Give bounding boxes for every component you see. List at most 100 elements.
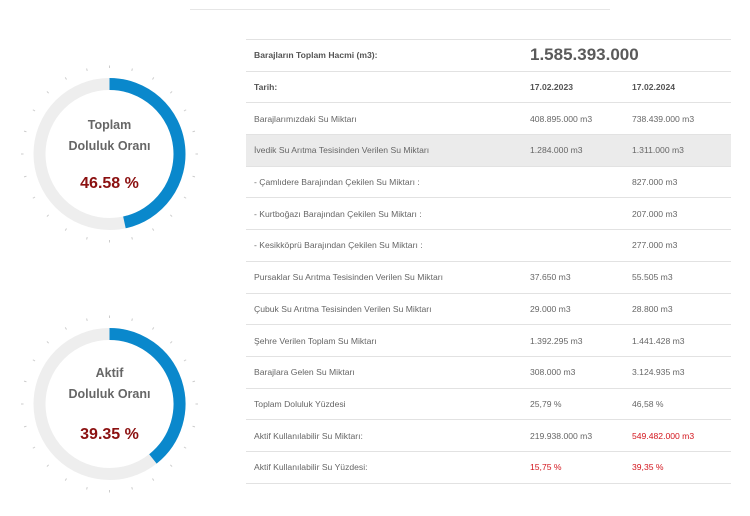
table-row: Aktif Kullanılabilir Su Miktarı: 219.938… (246, 419, 731, 452)
active-fill-gauge: Aktif Doluluk Oranı 39.35 % (18, 307, 201, 502)
total-volume-label: Barajların Toplam Hacmi (m3): (246, 39, 530, 72)
gauge-label-line2: Doluluk Oranı (68, 139, 151, 153)
row-label: - Kurtboğazı Barajından Çekilen Su Mikta… (246, 197, 530, 230)
gauge-tick (183, 359, 187, 362)
table-row: Barajlarımızdaki Su Miktarı 408.895.000 … (246, 102, 731, 135)
gauge-tick (152, 77, 155, 80)
date-label: Tarih: (246, 70, 530, 103)
gauge-fill-arc (109, 328, 186, 464)
gauge-tick (192, 380, 196, 383)
gauge-tick (86, 236, 88, 240)
table-row: Toplam Doluluk Yüzdesi 25,79 % 46,58 % (246, 387, 731, 420)
gauge-tick (64, 77, 67, 80)
row-label: Barajlara Gelen Su Miktarı (246, 355, 530, 389)
gauge-tick (46, 464, 50, 467)
row-label: Aktif Kullanılabilir Su Miktarı: (246, 419, 530, 452)
row-value-2024: 28.800 m3 (632, 292, 731, 325)
date-2024: 17.02.2024 (632, 70, 731, 103)
table-row: Pursaklar Su Arıtma Tesisinden Verilen S… (246, 260, 731, 293)
gauge-tick (131, 318, 133, 322)
gauge-tick (46, 214, 50, 217)
gauge-tick (32, 359, 36, 362)
total-volume-value: 1.585.393.000 (530, 45, 639, 65)
row-label: Toplam Doluluk Yüzdesi (246, 387, 530, 420)
row-value-2023 (530, 197, 632, 230)
row-value-2024: 39,35 % (632, 450, 731, 484)
gauge-tick (23, 425, 27, 428)
gauge-tick (192, 130, 196, 133)
row-value-2023: 308.000 m3 (530, 355, 632, 389)
gauge-fill-arc (109, 78, 186, 229)
row-value-2023: 25,79 % (530, 387, 632, 420)
water-stats-table: Barajların Toplam Hacmi (m3): 1.585.393.… (246, 39, 731, 484)
table-row: Aktif Kullanılabilir Su Yüzdesi: 15,75 %… (246, 450, 731, 484)
gauge-tick (131, 486, 133, 490)
row-value-2024: 46,58 % (632, 387, 731, 420)
row-value-2024: 738.439.000 m3 (632, 102, 731, 135)
table-row: Şehre Verilen Toplam Su Miktarı 1.392.29… (246, 324, 731, 357)
gauge-tick (183, 446, 187, 449)
table-row: - Çamlıdere Barajından Çekilen Su Miktar… (246, 165, 731, 198)
row-value-2023: 15,75 % (530, 450, 632, 484)
gauge-tick (23, 380, 27, 383)
row-value-2023 (530, 229, 632, 262)
gauge-tick (46, 341, 50, 344)
gauge-tick (64, 228, 67, 231)
gauge-tick (86, 486, 88, 490)
gauge-tick (64, 327, 67, 330)
row-value-2023: 1.392.295 m3 (530, 324, 632, 357)
gauge-tick (183, 109, 187, 112)
row-label: İvedik Su Arıtma Tesisinden Verilen Su M… (246, 134, 530, 167)
row-value-2024: 827.000 m3 (632, 165, 731, 198)
gauge-tick (86, 318, 88, 322)
table-row: - Kurtboğazı Barajından Çekilen Su Mikta… (246, 197, 731, 230)
row-value-2023: 219.938.000 m3 (530, 419, 632, 452)
gauge-tick (152, 327, 155, 330)
gauge-percent: 39.35 % (80, 426, 139, 443)
row-label: Barajlarımızdaki Su Miktarı (246, 102, 530, 135)
row-value-2023 (530, 165, 632, 198)
gauge-tick (152, 478, 155, 481)
total-fill-gauge: Toplam Doluluk Oranı 46.58 % (18, 57, 201, 252)
gauge-label-line1: Aktif (95, 366, 124, 380)
row-value-2024: 3.124.935 m3 (632, 355, 731, 389)
row-value-2024: 1.441.428 m3 (632, 324, 731, 357)
gauge-tick (152, 228, 155, 231)
gauge-tick (131, 68, 133, 72)
row-value-2024: 277.000 m3 (632, 229, 731, 262)
row-label: - Çamlıdere Barajından Çekilen Su Miktar… (246, 165, 530, 198)
row-value-2023: 29.000 m3 (530, 292, 632, 325)
total-volume-row: Barajların Toplam Hacmi (m3): 1.585.393.… (246, 39, 731, 72)
row-value-2023: 37.650 m3 (530, 260, 632, 293)
gauge-label-line2: Doluluk Oranı (68, 387, 151, 401)
row-label: Pursaklar Su Arıtma Tesisinden Verilen S… (246, 260, 530, 293)
gauge-tick (86, 68, 88, 72)
date-row: Tarih: 17.02.2023 17.02.2024 (246, 70, 731, 103)
gauge-tick (32, 109, 36, 112)
gauge-tick (183, 196, 187, 199)
gauge-tick (192, 175, 196, 178)
row-value-2024: 55.505 m3 (632, 260, 731, 293)
row-value-2023: 408.895.000 m3 (530, 102, 632, 135)
gauge-tick (23, 130, 27, 133)
gauge-tick (46, 91, 50, 94)
row-value-2024: 549.482.000 m3 (632, 419, 731, 452)
gauge-tick (192, 425, 196, 428)
gauge-tick (131, 236, 133, 240)
gauge-percent: 46.58 % (80, 175, 139, 192)
row-label: - Kesikköprü Barajından Çekilen Su Mikta… (246, 229, 530, 262)
gauge-tick (169, 91, 173, 94)
gauge-ring (21, 65, 198, 243)
table-row: - Kesikköprü Barajından Çekilen Su Mikta… (246, 229, 731, 262)
gauge-tick (169, 341, 173, 344)
table-row: Barajlara Gelen Su Miktarı 308.000 m3 3.… (246, 355, 731, 389)
date-2023: 17.02.2023 (530, 70, 632, 103)
gauge-label-line1: Toplam (87, 118, 132, 132)
row-label: Aktif Kullanılabilir Su Yüzdesi: (246, 450, 530, 484)
gauge-tick (32, 196, 36, 199)
top-divider (190, 9, 610, 10)
table-row: İvedik Su Arıtma Tesisinden Verilen Su M… (246, 134, 731, 167)
row-value-2023: 1.284.000 m3 (530, 134, 632, 167)
row-label: Şehre Verilen Toplam Su Miktarı (246, 324, 530, 357)
gauge-tick (23, 175, 27, 178)
